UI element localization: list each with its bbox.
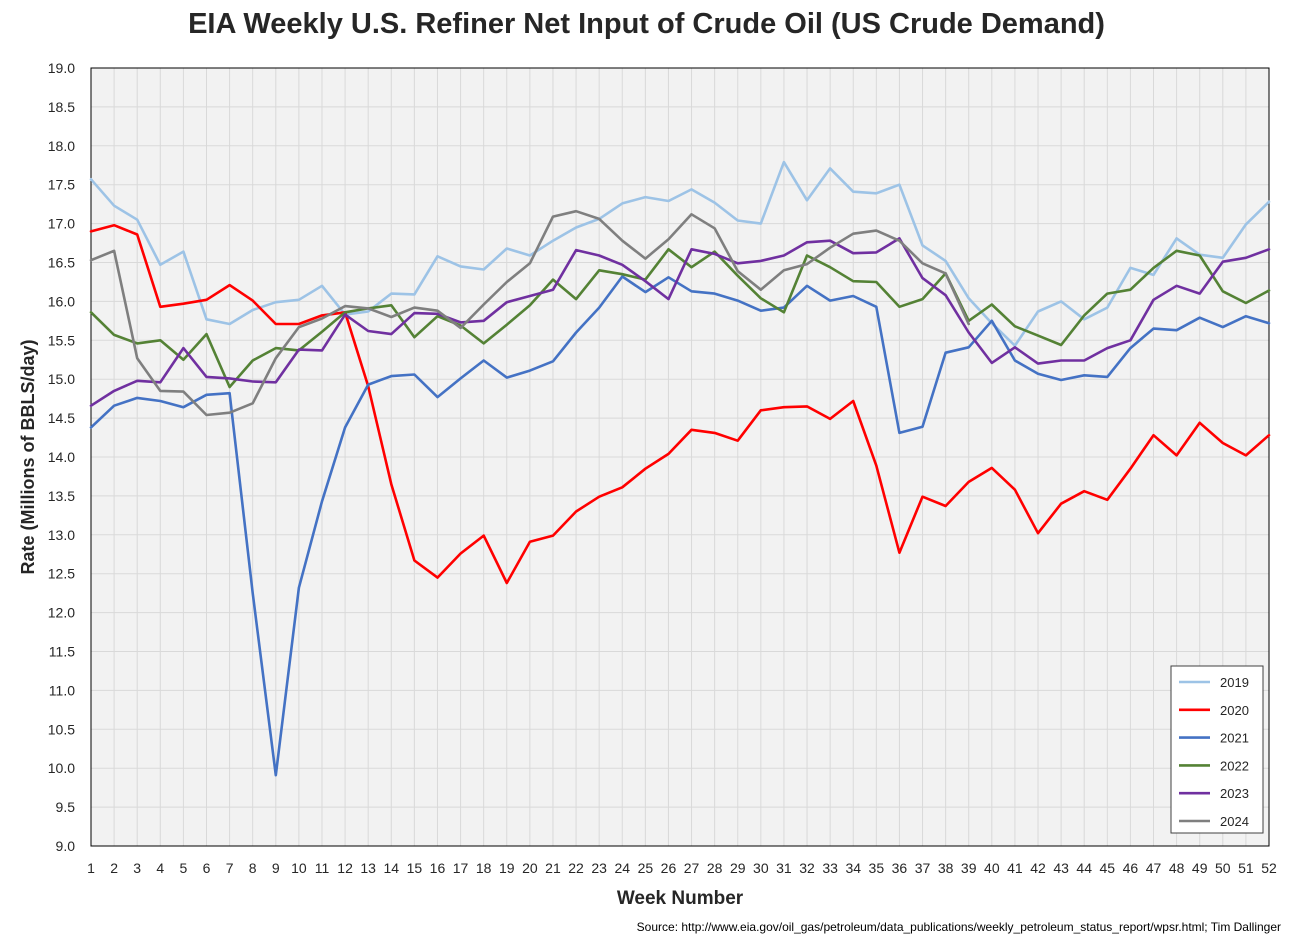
y-tick-label: 16.5	[48, 255, 75, 271]
x-tick-label: 2	[110, 860, 118, 876]
x-axis-label: Week Number	[617, 888, 744, 909]
y-tick-label: 17.5	[48, 177, 75, 193]
x-tick-label: 31	[776, 860, 792, 876]
x-tick-label: 36	[892, 860, 908, 876]
series-lines	[89, 160, 1271, 777]
y-tick-label: 12.5	[48, 566, 75, 582]
x-tick-label: 41	[1007, 860, 1023, 876]
y-tick-label: 9.0	[56, 838, 76, 854]
x-tick-label: 8	[249, 860, 257, 876]
series-line-2024	[89, 209, 971, 417]
y-tick-label: 13.5	[48, 488, 75, 504]
y-tick-label: 15.0	[48, 371, 75, 387]
y-tick-label: 19.0	[48, 60, 75, 76]
x-tick-label: 48	[1169, 860, 1185, 876]
x-tick-label: 46	[1123, 860, 1139, 876]
legend-label-2022: 2022	[1220, 758, 1249, 773]
x-tick-label: 35	[869, 860, 885, 876]
y-tick-label: 15.5	[48, 332, 75, 348]
y-tick-label: 18.0	[48, 138, 75, 154]
series-line-2021	[89, 275, 1271, 777]
x-tick-label: 37	[915, 860, 931, 876]
y-tick-label: 10.5	[48, 721, 75, 737]
y-tick-label: 10.0	[48, 760, 75, 776]
legend-label-2019: 2019	[1220, 675, 1249, 690]
x-tick-label: 29	[730, 860, 746, 876]
x-tick-label: 44	[1076, 860, 1092, 876]
x-tick-label: 34	[845, 860, 861, 876]
series-line-2019	[89, 160, 1271, 348]
plot-border	[90, 67, 1270, 847]
x-tick-label: 5	[179, 860, 187, 876]
y-tick-label: 14.5	[48, 410, 75, 426]
y-gridlines	[91, 67, 1269, 847]
series-line-2022	[89, 248, 1271, 389]
y-tick-label: 13.0	[48, 527, 75, 543]
y-tick-label: 14.0	[48, 449, 75, 465]
x-tick-label: 26	[661, 860, 677, 876]
x-tick-label: 22	[568, 860, 584, 876]
x-tick-label: 21	[545, 860, 561, 876]
x-tick-label: 32	[799, 860, 815, 876]
x-tick-label: 28	[707, 860, 723, 876]
x-tick-label: 42	[1030, 860, 1046, 876]
y-tick-label: 18.5	[48, 99, 75, 115]
y-tick-label: 17.0	[48, 216, 75, 232]
y-tick-label: 16.0	[48, 293, 75, 309]
x-tick-label: 39	[961, 860, 977, 876]
x-tick-label: 17	[453, 860, 469, 876]
x-tick-label: 15	[407, 860, 423, 876]
x-tick-label: 47	[1146, 860, 1162, 876]
x-axis-tick-labels: 1 2 3 4 5 6 7 8 9 10 11 12 13 14 15 16 17 18 19 20 21 22 23 24 2…	[87, 860, 1277, 876]
y-tick-label: 12.0	[48, 605, 75, 621]
y-axis-label: Rate (Millions of BBLS/day)	[18, 339, 38, 574]
x-tick-label: 19	[499, 860, 515, 876]
x-tick-label: 9	[272, 860, 280, 876]
x-tick-label: 40	[984, 860, 1000, 876]
y-axis-tick-labels: 9.0 9.5 10.0 10.5 11.0 11.5 12.0 12.5 13.0 13.5 14…	[48, 60, 75, 854]
x-tick-label: 7	[226, 860, 234, 876]
x-tick-label: 52	[1261, 860, 1277, 876]
legend-label-2024: 2024	[1220, 814, 1249, 829]
x-gridlines	[90, 68, 1270, 846]
legend: 2019 2020 2021 2022 2023 2024	[1170, 665, 1264, 834]
x-tick-label: 25	[638, 860, 654, 876]
x-tick-label: 14	[383, 860, 399, 876]
x-tick-label: 4	[156, 860, 164, 876]
legend-label-2023: 2023	[1220, 786, 1249, 801]
x-tick-label: 38	[938, 860, 954, 876]
x-tick-label: 3	[133, 860, 141, 876]
x-tick-label: 49	[1192, 860, 1208, 876]
x-tick-label: 24	[614, 860, 630, 876]
legend-box	[1170, 665, 1264, 834]
x-tick-label: 18	[476, 860, 492, 876]
x-tick-label: 6	[203, 860, 211, 876]
x-tick-label: 16	[430, 860, 446, 876]
x-tick-label: 20	[522, 860, 538, 876]
x-tick-label: 51	[1238, 860, 1254, 876]
x-tick-label: 23	[591, 860, 607, 876]
x-tick-label: 45	[1100, 860, 1116, 876]
series-line-2020	[89, 223, 1271, 585]
y-tick-label: 11.5	[49, 644, 75, 660]
source-note: Source: http://www.eia.gov/oil_gas/petro…	[636, 920, 1281, 934]
x-tick-label: 43	[1053, 860, 1069, 876]
y-tick-label: 11.0	[49, 682, 75, 698]
legend-label-2021: 2021	[1220, 731, 1249, 746]
y-tick-label: 9.5	[56, 799, 76, 815]
series-line-2023	[89, 237, 1271, 408]
x-tick-label: 50	[1215, 860, 1231, 876]
x-tick-label: 27	[684, 860, 700, 876]
x-tick-label: 1	[87, 860, 95, 876]
chart-title: EIA Weekly U.S. Refiner Net Input of Cru…	[188, 8, 1105, 40]
x-tick-label: 33	[822, 860, 838, 876]
x-tick-label: 13	[360, 860, 376, 876]
legend-label-2020: 2020	[1220, 703, 1249, 718]
x-tick-label: 10	[291, 860, 307, 876]
x-tick-label: 30	[753, 860, 769, 876]
x-tick-label: 11	[315, 860, 330, 876]
x-tick-label: 12	[337, 860, 353, 876]
